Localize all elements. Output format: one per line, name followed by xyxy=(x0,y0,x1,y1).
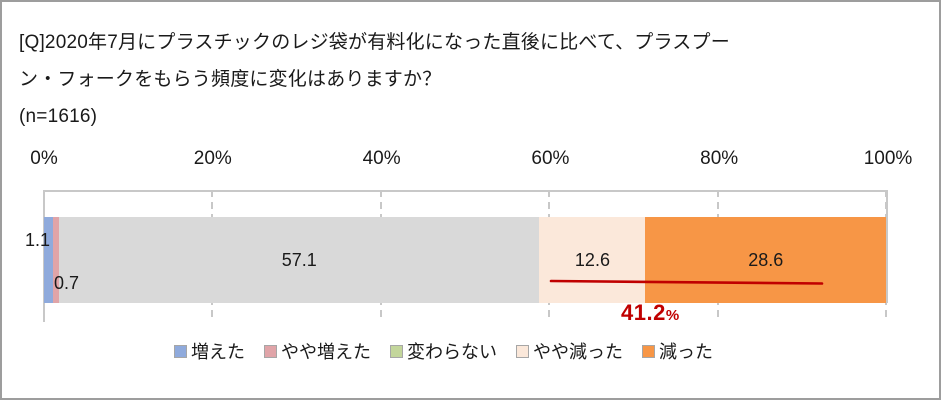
bar-segment-increased xyxy=(44,217,54,303)
annotation-total-label: 41.2% xyxy=(621,300,680,326)
legend-label-increased: 増えた xyxy=(191,342,245,362)
data-label-slightly-decreased: 12.6 xyxy=(574,249,610,270)
chart-title-line2: ン・フォークをもらう頻度に変化はありますか？ xyxy=(19,69,442,90)
data-label-unchanged: 57.1 xyxy=(281,249,317,270)
bar-segment-unchanged: 57.1 xyxy=(59,217,540,303)
legend-label-slightly-increased: やや増えた xyxy=(281,342,371,362)
plot-area: 57.1 12.6 28.6 xyxy=(44,190,888,322)
data-label-decreased: 28.6 xyxy=(748,249,784,270)
stacked-bar: 57.1 12.6 28.6 xyxy=(44,217,886,303)
bar-segment-decreased: 28.6 xyxy=(645,217,886,303)
legend-swatch-slightly-decreased xyxy=(516,344,529,358)
bar-segment-slightly-decreased: 12.6 xyxy=(539,217,646,303)
annotation-total-unit: % xyxy=(665,307,680,324)
legend-swatch-slightly-increased xyxy=(264,344,277,358)
x-tick-60: 60% xyxy=(531,148,570,169)
x-tick-0: 0% xyxy=(30,148,58,169)
bar-segment-slightly-increased xyxy=(53,217,60,303)
legend-swatch-unchanged xyxy=(390,344,403,358)
chart-title: [Q]2020年7月にプラスチックのレジ袋が有料化になった直後に比べて、プラスプ… xyxy=(19,24,730,135)
legend-item-slightly-increased: やや増えた xyxy=(264,338,371,364)
legend-swatch-decreased xyxy=(642,344,655,358)
legend-swatch-increased xyxy=(174,344,187,358)
chart-title-line1: [Q]2020年7月にプラスチックのレジ袋が有料化になった直後に比べて、プラスプ… xyxy=(19,32,730,53)
annotation-total-value: 41.2 xyxy=(621,300,666,325)
sample-size: (n=1616) xyxy=(19,106,98,127)
legend-item-slightly-decreased: やや減った xyxy=(516,338,623,364)
legend-label-unchanged: 変わらない xyxy=(407,342,497,362)
legend-item-decreased: 減った xyxy=(642,338,713,364)
legend: 増えた やや増えた 変わらない やや減った 減った xyxy=(2,338,914,364)
x-tick-80: 80% xyxy=(700,148,739,169)
data-label-slightly-increased: 0.7 xyxy=(54,273,80,293)
data-label-increased: 1.1 xyxy=(25,230,51,250)
gridline-100 xyxy=(885,190,887,322)
legend-item-increased: 増えた xyxy=(174,338,245,364)
x-tick-20: 20% xyxy=(193,148,232,169)
legend-item-unchanged: 変わらない xyxy=(390,338,497,364)
x-tick-100: 100% xyxy=(863,148,913,169)
legend-label-decreased: 減った xyxy=(659,342,713,362)
legend-label-slightly-decreased: やや減った xyxy=(533,342,623,362)
x-tick-40: 40% xyxy=(362,148,401,169)
